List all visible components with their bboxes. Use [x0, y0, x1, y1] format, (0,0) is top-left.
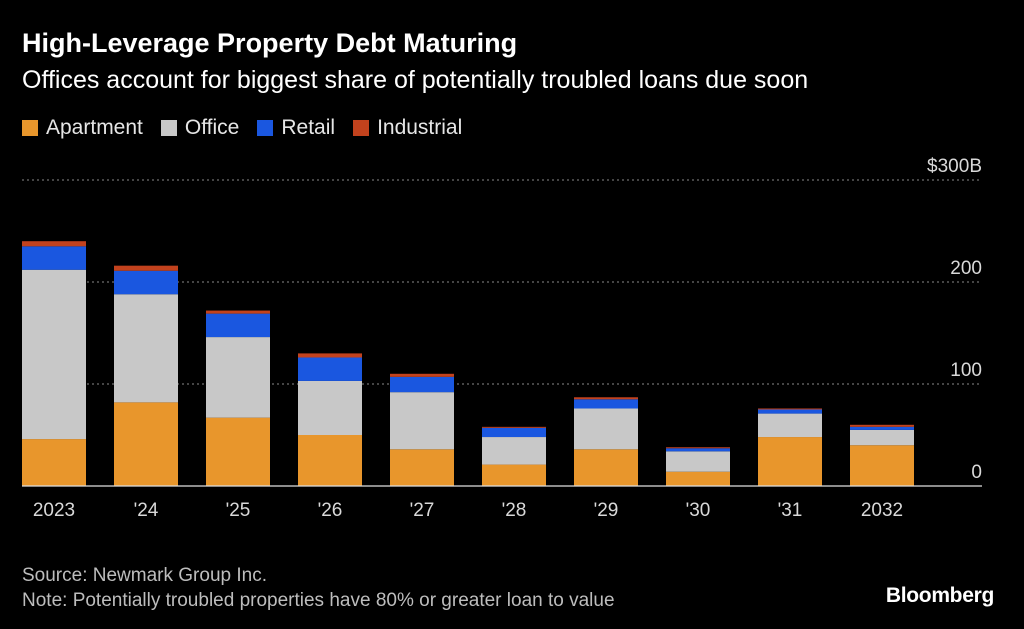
x-tick-label: '31	[778, 500, 803, 521]
bar-segment-retail	[666, 448, 730, 452]
legend-swatch-industrial	[353, 120, 370, 136]
y-tick-label: 200	[950, 258, 982, 279]
bar-segment-office	[22, 269, 86, 440]
bar-segment-apartment	[482, 464, 546, 486]
bar-segment-retail	[758, 409, 822, 414]
legend-label-industrial: Industrial	[377, 116, 463, 139]
bar-segment-apartment	[390, 449, 454, 486]
bar-segment-office	[114, 294, 178, 403]
x-tick-label: '24	[134, 500, 159, 521]
bar-segment-retail	[298, 357, 362, 381]
chart-subtitle: Offices account for biggest share of pot…	[22, 66, 809, 94]
bar-segment-apartment	[574, 449, 638, 486]
x-tick-label: '29	[594, 500, 619, 521]
legend-item-industrial: Industrial	[353, 116, 462, 140]
bar-segment-retail	[206, 313, 270, 338]
legend-label-retail: Retail	[281, 116, 336, 139]
y-tick-label: 0	[971, 462, 982, 483]
bar-segment-industrial	[574, 397, 638, 400]
bar-segment-retail	[22, 246, 86, 270]
legend-swatch-retail	[257, 120, 274, 136]
bar-segment-industrial	[666, 447, 730, 449]
x-tick-label: 2023	[33, 500, 75, 521]
bar-segment-apartment	[298, 435, 362, 486]
x-tick-label: '28	[502, 500, 527, 521]
bar-segment-apartment	[666, 471, 730, 486]
bar-segment-retail	[574, 399, 638, 409]
bar-segment-office	[390, 392, 454, 450]
bar-segment-industrial	[114, 265, 178, 271]
legend-item-apartment: Apartment	[22, 116, 143, 140]
x-tick-label: '26	[318, 500, 343, 521]
legend-item-retail: Retail	[257, 116, 335, 140]
x-tick-label: '30	[686, 500, 711, 521]
x-tick-label: '27	[410, 500, 435, 521]
bar-segment-retail	[482, 427, 546, 438]
bar-segment-office	[298, 380, 362, 435]
bar-segment-industrial	[298, 353, 362, 358]
y-tick-label: $300B	[927, 156, 982, 177]
x-tick-label: '25	[226, 500, 251, 521]
source-note: Source: Newmark Group Inc.	[22, 565, 267, 586]
bar-segment-industrial	[758, 408, 822, 410]
legend-swatch-apartment	[22, 120, 38, 136]
bar-segment-office	[574, 408, 638, 450]
legend-label-apartment: Apartment	[46, 116, 143, 139]
bar-segment-industrial	[482, 426, 546, 428]
bar-segment-apartment	[206, 417, 270, 486]
footnote: Note: Potentially troubled properties ha…	[22, 590, 615, 611]
bar-segment-office	[206, 337, 270, 418]
bar-segment-industrial	[22, 241, 86, 247]
y-tick-label: 100	[950, 360, 982, 381]
bar-segment-retail	[850, 426, 914, 430]
bar-segment-office	[758, 413, 822, 438]
x-tick-label: 2032	[861, 500, 903, 521]
bar-segment-industrial	[390, 373, 454, 377]
bar-segment-apartment	[22, 439, 86, 486]
bar-segment-office	[482, 437, 546, 465]
stacked-bar-chart: 0 100 200 $300B 2023 '24 '25 '26 '27 '28 '29 '30 '31…	[22, 156, 982, 521]
chart-title: High-Leverage Property Debt Maturing	[22, 28, 518, 58]
legend: Apartment Office Retail Industrial	[22, 116, 480, 140]
bar-segment-apartment	[758, 437, 822, 486]
bar-segment-retail	[390, 376, 454, 393]
bar-segment-industrial	[206, 310, 270, 314]
legend-item-office: Office	[160, 116, 240, 140]
bar-segment-office	[850, 429, 914, 446]
bar-segment-industrial	[850, 424, 914, 427]
bar-segment-office	[666, 451, 730, 472]
legend-label-office: Office	[184, 116, 240, 139]
bar-segment-apartment	[850, 445, 914, 486]
bar-segment-apartment	[114, 402, 178, 486]
bloomberg-logo: Bloomberg	[885, 584, 994, 607]
bar-segment-retail	[114, 270, 178, 295]
legend-swatch-office	[160, 120, 177, 136]
